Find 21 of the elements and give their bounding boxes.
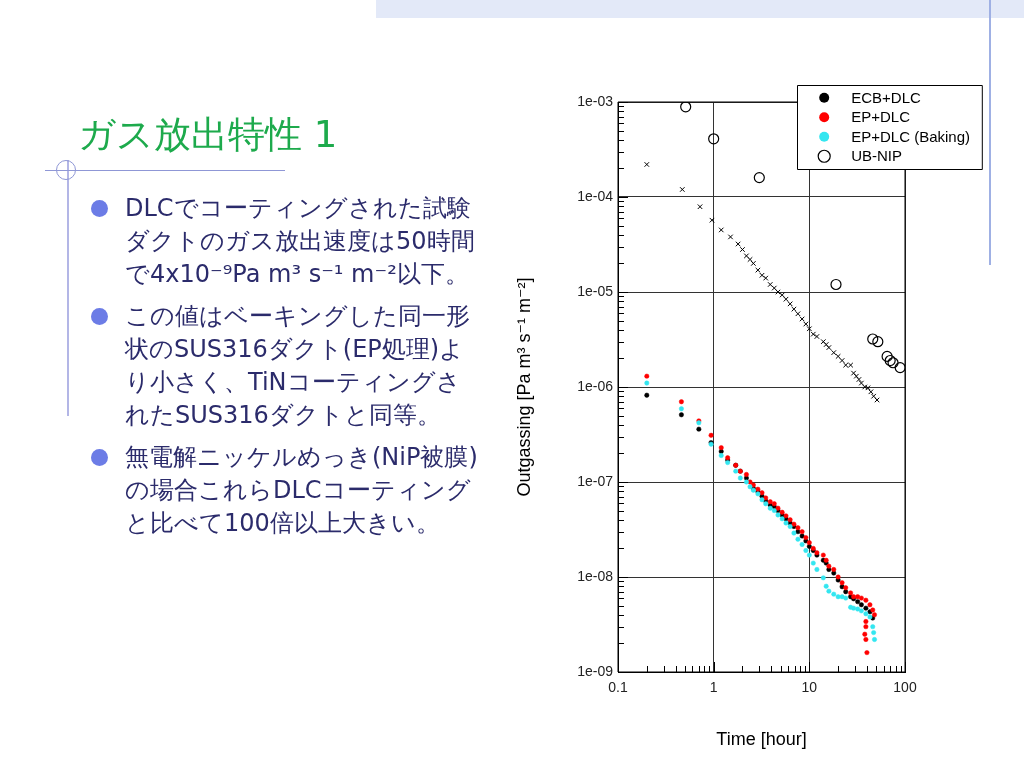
y-tick-label: 1e-09 bbox=[577, 662, 614, 679]
x-tick-label: 10 bbox=[801, 679, 818, 696]
y-tick-label: 1e-07 bbox=[577, 472, 614, 489]
y-tick-label: 1e-03 bbox=[577, 92, 614, 109]
legend-label: UB-NIP bbox=[851, 147, 903, 165]
y-tick-label: 1e-06 bbox=[577, 377, 614, 394]
y-tick-label: 1e-05 bbox=[577, 282, 614, 299]
legend-label: ECB+DLC bbox=[851, 88, 921, 106]
text: ガス放出特性 1 bbox=[78, 112, 338, 158]
x-tick-label: 0.1 bbox=[608, 679, 628, 696]
y-tick-label: 1e-08 bbox=[577, 567, 614, 584]
text: DLCでコーティングされた試験ダクトのガス放出速度は50時間で4x10⁻⁹Pa m³ s⁻¹ m⁻²以下。 bbox=[125, 194, 475, 288]
x-tick-label: 100 bbox=[893, 679, 917, 696]
text: この値はベーキングした同一形状のSUS316ダクト(EP処理)より小さく、TiNコーティングされたSUS316ダクトと同等。 bbox=[125, 302, 470, 429]
text: 無電解ニッケルめっき(NiP被膜)の場合これらDLCコーティングと比べて100倍以上大きい。 bbox=[125, 443, 478, 537]
legend-label: EP+DLC (Baking) bbox=[851, 127, 971, 145]
y-tick-label: 1e-04 bbox=[577, 187, 614, 204]
x-tick-label: 1 bbox=[709, 679, 718, 696]
y-axis-title: Outgassing [Pa m³ s⁻¹ m⁻²] bbox=[513, 277, 534, 497]
legend-label: EP+DLC bbox=[851, 108, 911, 126]
x-axis-title: Time [hour] bbox=[716, 729, 807, 750]
